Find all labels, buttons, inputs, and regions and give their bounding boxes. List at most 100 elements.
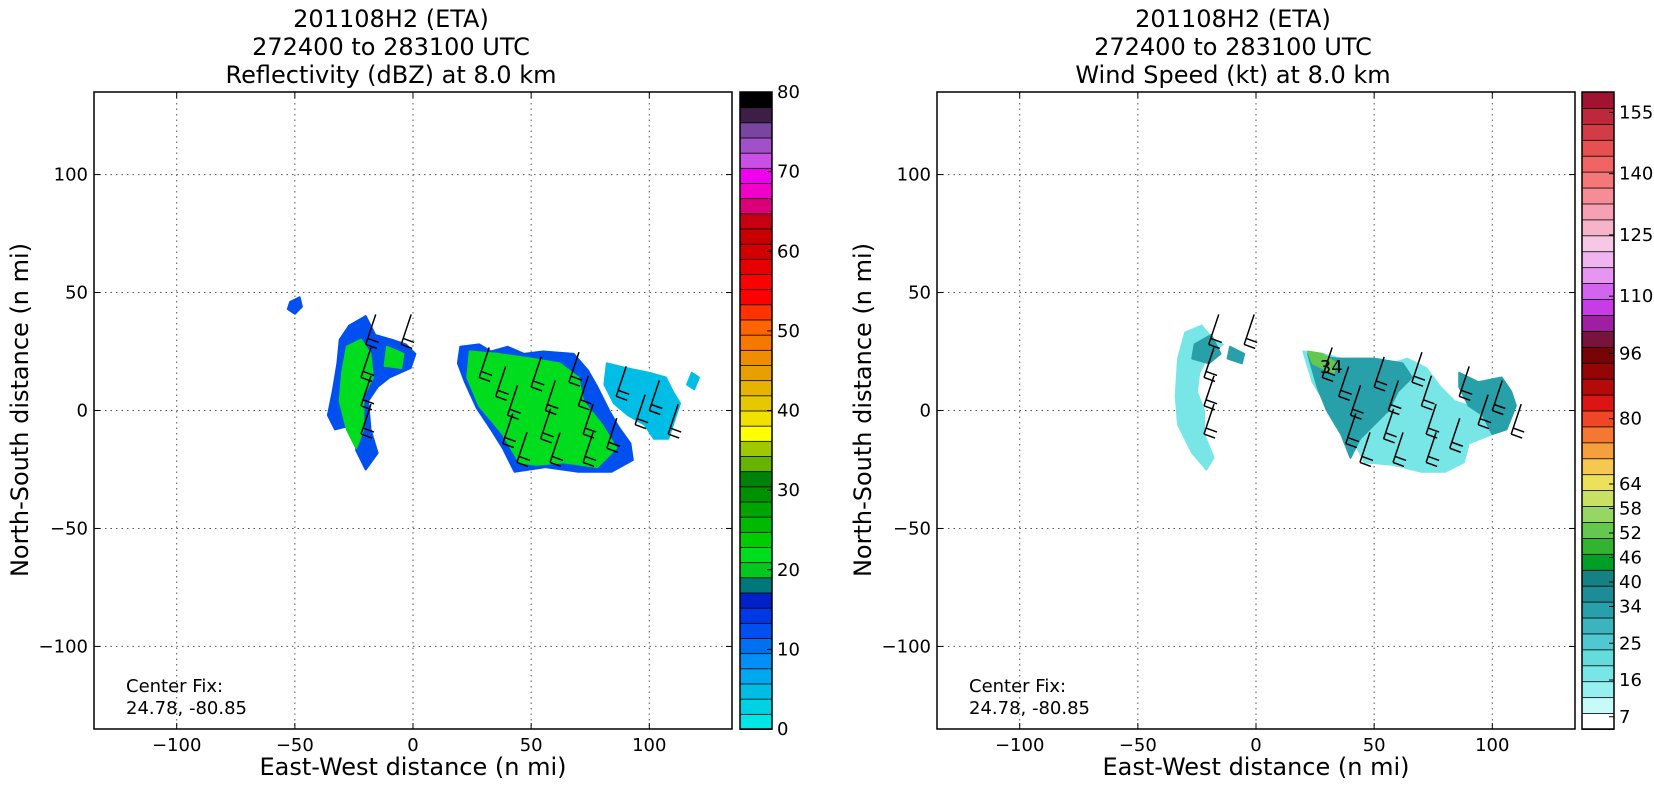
colorbar-segment bbox=[739, 516, 773, 533]
colorbar-tick-label: 30 bbox=[777, 480, 800, 501]
wind-barb-staff bbox=[360, 347, 372, 378]
wind-barb-flag bbox=[636, 417, 649, 424]
wind-barb-flag bbox=[1205, 370, 1218, 377]
colorbar-segment bbox=[1581, 521, 1615, 539]
colorbar-segment bbox=[1581, 696, 1615, 714]
wind-barb-staff bbox=[1420, 375, 1433, 407]
wind-barb-staff bbox=[494, 366, 507, 397]
wind-barb-flag bbox=[1392, 461, 1405, 468]
echo-region bbox=[466, 350, 618, 469]
wind-barb-staff bbox=[400, 314, 412, 345]
wind-barb-staff bbox=[1411, 351, 1423, 383]
wind-barb-flag bbox=[649, 409, 661, 416]
wind-barb-flag bbox=[578, 405, 590, 411]
wind-barb-staff bbox=[667, 403, 679, 435]
colorbar-segment bbox=[1581, 553, 1615, 571]
wind-barb-flag bbox=[495, 395, 507, 402]
wind-barb-flag bbox=[1203, 376, 1216, 383]
colorbar-segment bbox=[739, 288, 773, 306]
wind-barb-flag bbox=[584, 427, 597, 433]
wind-barb-flag bbox=[542, 432, 554, 438]
colorbar-segment bbox=[739, 152, 773, 169]
x-tick-label: 50 bbox=[1363, 735, 1386, 756]
wind-barb-staff bbox=[365, 314, 377, 345]
y-axis-label: North-South distance (n mi) bbox=[849, 243, 877, 577]
colorbar-tick-label: 40 bbox=[777, 401, 800, 422]
wind-barb-flag bbox=[584, 455, 597, 462]
colorbar-segment bbox=[1581, 362, 1615, 380]
x-tick-label: 50 bbox=[520, 735, 543, 756]
wind-barb-flag bbox=[1390, 403, 1402, 410]
colorbar-segment bbox=[1581, 282, 1615, 300]
colorbar-segment bbox=[739, 592, 773, 609]
wind-barb-flag bbox=[507, 414, 519, 420]
wind-barb-flag bbox=[509, 408, 521, 414]
reflectivity-colorbar: 0 10 20 30 40 50 60 70 80 bbox=[739, 82, 800, 740]
wind-barb-flag bbox=[617, 389, 630, 396]
y-tick-label: −50 bbox=[893, 518, 931, 539]
wind-barb-staff bbox=[478, 347, 490, 378]
wind-barb-staff bbox=[544, 380, 557, 411]
wind-barb-flag bbox=[1375, 380, 1388, 386]
colorbar-segment bbox=[1581, 489, 1615, 507]
wind-speed-panel: 201108H2 (ETA) 272400 to 283100 UTC Wind… bbox=[849, 5, 1653, 781]
contour-label-34: 34 bbox=[1320, 357, 1343, 378]
wind-barb-staff bbox=[1359, 432, 1371, 463]
x-tick-label: −100 bbox=[995, 735, 1044, 756]
reflectivity-echoes bbox=[286, 296, 700, 473]
reflectivity-panel: 201108H2 (ETA) 272400 to 283100 UTC Refl… bbox=[6, 5, 800, 781]
y-tick-label: −100 bbox=[882, 636, 931, 657]
wind-barb-flag bbox=[545, 409, 557, 416]
wind-barb-staff bbox=[502, 413, 514, 444]
wind-barb-flag bbox=[1421, 405, 1433, 411]
wind-barb-staff bbox=[360, 403, 372, 435]
y-tick-label: 50 bbox=[65, 283, 88, 304]
wind-barb-flag bbox=[651, 403, 663, 410]
colorbar-segment bbox=[739, 652, 773, 670]
colorbar-segment bbox=[1581, 457, 1615, 476]
colorbar-segment bbox=[1581, 585, 1615, 603]
y-tick-label: 50 bbox=[908, 283, 931, 304]
x-tick-label: 0 bbox=[407, 735, 418, 756]
wind-barb-staff bbox=[1449, 418, 1461, 449]
wind-barb-flag bbox=[1427, 455, 1440, 462]
chart-title-line-3: Reflectivity (dBZ) at 8.0 km bbox=[226, 61, 557, 89]
wind-barb-flag bbox=[1205, 399, 1218, 405]
colorbar-segment bbox=[739, 364, 773, 382]
wind-barb-flag bbox=[568, 381, 581, 387]
wind-barb-flag bbox=[1458, 395, 1471, 402]
wind-barb-flag bbox=[1394, 455, 1407, 462]
wind-barb-staff bbox=[1203, 375, 1215, 407]
colorbar-tick-label: 20 bbox=[777, 560, 800, 581]
colorbar-segment bbox=[739, 394, 773, 412]
wind-barb-flag bbox=[1477, 423, 1490, 430]
wind-barb-staff bbox=[582, 432, 594, 463]
wind-barb-staff bbox=[582, 403, 594, 435]
colorbar-segment bbox=[1581, 91, 1615, 109]
wind-barb-flag bbox=[615, 395, 628, 402]
echo-region bbox=[383, 345, 405, 369]
colorbar-segment bbox=[1581, 617, 1615, 635]
colorbar-segment bbox=[739, 137, 773, 154]
wind-barb-staff bbox=[1387, 380, 1400, 411]
colorbar-frame bbox=[1581, 91, 1615, 730]
colorbar-segment bbox=[1581, 139, 1615, 157]
wind-barb-flag bbox=[532, 380, 545, 386]
y-axis-label: North-South distance (n mi) bbox=[6, 243, 34, 577]
colorbar-segment bbox=[1581, 712, 1615, 730]
chart-title-line-3: Wind Speed (kt) at 8.0 km bbox=[1075, 61, 1390, 89]
wind-barb-flag bbox=[1208, 343, 1220, 350]
wind-barb-flag bbox=[540, 438, 552, 444]
wind-barb-flag bbox=[582, 461, 595, 468]
wind-barb-flag bbox=[497, 389, 509, 396]
colorbar-segment bbox=[1581, 234, 1615, 253]
colorbar-segment bbox=[1581, 346, 1615, 364]
wind-barb-flag bbox=[518, 455, 531, 462]
colorbar-segment bbox=[739, 91, 773, 109]
colorbar-segment bbox=[739, 667, 773, 685]
colorbar-segment bbox=[1581, 250, 1615, 269]
wind-barb-flag bbox=[549, 461, 562, 468]
wind-region bbox=[1307, 350, 1338, 374]
colorbar-segment bbox=[739, 622, 773, 639]
x-axis-label: East-West distance (n mi) bbox=[259, 753, 566, 781]
